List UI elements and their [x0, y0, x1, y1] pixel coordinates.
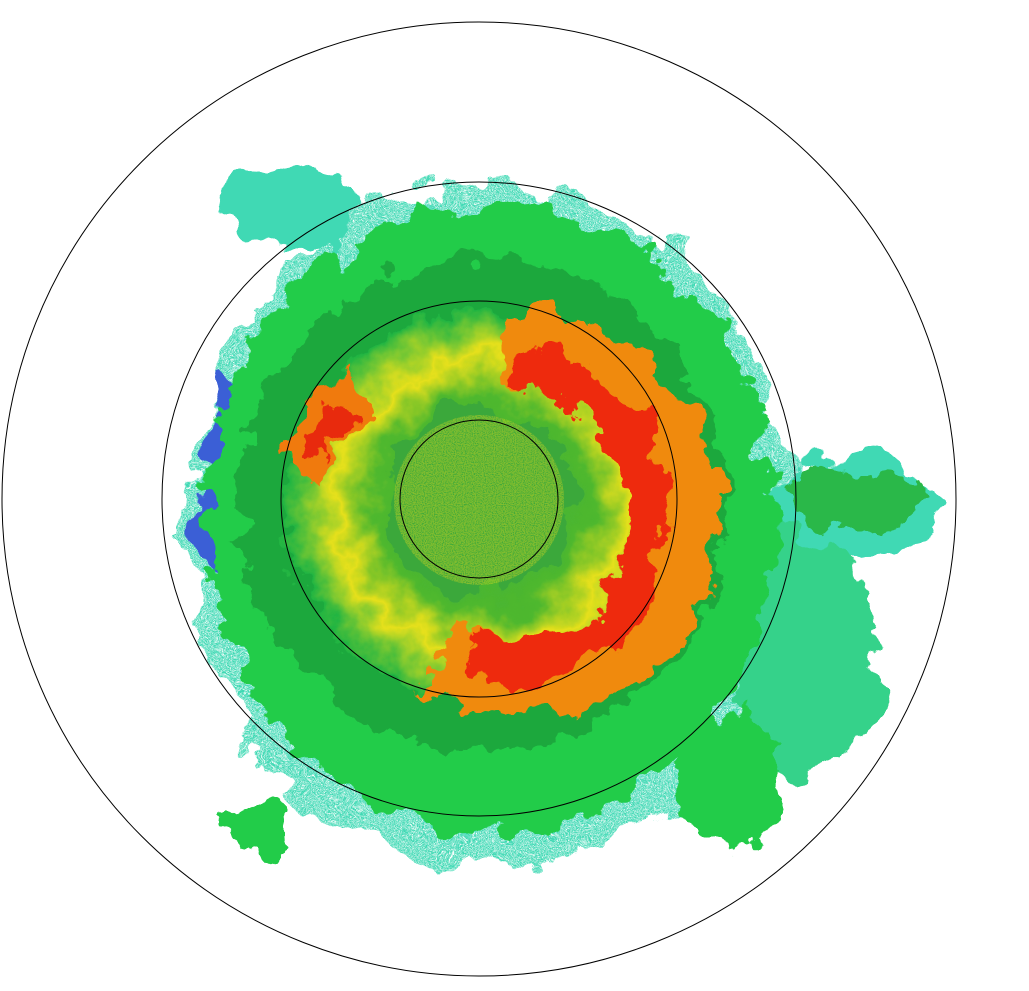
inner-speckle	[394, 415, 564, 585]
range-ring	[280, 300, 678, 698]
range-ring	[399, 419, 559, 579]
range-rings	[1, 21, 957, 977]
heavy-echo	[276, 307, 719, 718]
range-ring	[1, 21, 957, 977]
range-ring	[161, 181, 797, 817]
echo-field	[185, 170, 945, 870]
